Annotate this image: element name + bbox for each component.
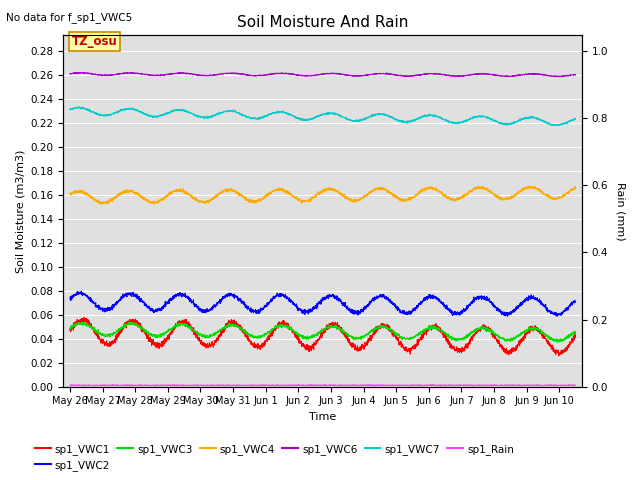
sp1_VWC7 bbox=[260, 113, 268, 119]
sp1_VWC4 bbox=[572, 185, 579, 191]
sp1_VWC4 bbox=[124, 187, 132, 192]
sp1_VWC4 bbox=[66, 190, 74, 196]
sp1_VWC4 bbox=[282, 188, 290, 194]
sp1_VWC3 bbox=[508, 337, 515, 343]
Y-axis label: Soil Moisture (m3/m3): Soil Moisture (m3/m3) bbox=[15, 149, 25, 273]
sp1_VWC6 bbox=[551, 74, 559, 80]
sp1_VWC7 bbox=[282, 110, 290, 116]
sp1_Rain bbox=[66, 383, 74, 388]
sp1_VWC4 bbox=[97, 201, 105, 207]
sp1_VWC1 bbox=[66, 326, 74, 332]
sp1_VWC3 bbox=[282, 322, 290, 328]
Line: sp1_VWC6: sp1_VWC6 bbox=[70, 72, 575, 77]
sp1_VWC3 bbox=[562, 336, 570, 342]
Title: Soil Moisture And Rain: Soil Moisture And Rain bbox=[237, 15, 408, 30]
sp1_VWC2 bbox=[508, 312, 515, 317]
sp1_VWC7 bbox=[572, 116, 579, 122]
sp1_VWC7 bbox=[124, 107, 132, 112]
Text: No data for f_sp1_VWC5: No data for f_sp1_VWC5 bbox=[6, 12, 132, 23]
Y-axis label: Rain (mm): Rain (mm) bbox=[615, 181, 625, 240]
sp1_VWC1 bbox=[572, 333, 579, 338]
sp1_VWC7 bbox=[508, 120, 515, 126]
Line: sp1_VWC7: sp1_VWC7 bbox=[70, 107, 575, 126]
sp1_VWC1 bbox=[555, 353, 563, 359]
sp1_VWC7 bbox=[554, 123, 562, 129]
sp1_VWC1 bbox=[81, 314, 88, 320]
sp1_Rain bbox=[508, 383, 515, 388]
sp1_VWC2 bbox=[562, 307, 570, 312]
Line: sp1_VWC4: sp1_VWC4 bbox=[70, 186, 575, 204]
sp1_VWC2 bbox=[154, 308, 162, 314]
sp1_VWC3 bbox=[66, 325, 74, 331]
sp1_VWC2 bbox=[282, 294, 290, 300]
Line: sp1_VWC2: sp1_VWC2 bbox=[70, 291, 575, 316]
sp1_VWC7 bbox=[66, 107, 74, 112]
sp1_VWC1 bbox=[260, 343, 268, 349]
sp1_VWC3 bbox=[554, 339, 562, 345]
sp1_VWC3 bbox=[260, 331, 268, 337]
sp1_Rain bbox=[124, 383, 132, 388]
sp1_VWC6 bbox=[562, 72, 570, 78]
sp1_VWC3 bbox=[127, 319, 134, 325]
sp1_VWC3 bbox=[154, 334, 162, 339]
sp1_VWC7 bbox=[154, 113, 162, 119]
sp1_VWC2 bbox=[77, 288, 85, 294]
sp1_VWC2 bbox=[124, 291, 132, 297]
sp1_VWC1 bbox=[124, 322, 132, 327]
sp1_Rain bbox=[282, 382, 290, 388]
sp1_VWC6 bbox=[66, 71, 74, 77]
sp1_VWC2 bbox=[260, 305, 268, 311]
sp1_VWC1 bbox=[562, 344, 570, 350]
sp1_VWC4 bbox=[508, 195, 515, 201]
sp1_VWC3 bbox=[572, 329, 579, 335]
sp1_VWC6 bbox=[76, 70, 84, 75]
sp1_VWC2 bbox=[554, 313, 561, 319]
sp1_VWC6 bbox=[124, 70, 132, 76]
sp1_Rain bbox=[154, 382, 162, 388]
sp1_VWC1 bbox=[282, 322, 290, 328]
sp1_VWC6 bbox=[572, 72, 579, 78]
sp1_VWC6 bbox=[154, 72, 162, 78]
sp1_Rain bbox=[260, 383, 268, 388]
sp1_Rain bbox=[562, 382, 570, 388]
sp1_VWC7 bbox=[76, 104, 83, 109]
Line: sp1_VWC3: sp1_VWC3 bbox=[70, 322, 575, 342]
sp1_VWC4 bbox=[572, 183, 579, 189]
Line: sp1_VWC1: sp1_VWC1 bbox=[70, 317, 575, 356]
sp1_VWC6 bbox=[282, 70, 290, 76]
sp1_VWC4 bbox=[154, 199, 162, 204]
sp1_Rain bbox=[90, 384, 98, 389]
sp1_VWC4 bbox=[562, 191, 570, 196]
Text: TZ_osu: TZ_osu bbox=[72, 35, 117, 48]
sp1_VWC3 bbox=[124, 321, 131, 327]
Legend: sp1_VWC1, sp1_VWC2, sp1_VWC3, sp1_VWC4, sp1_VWC6, sp1_VWC7, sp1_Rain: sp1_VWC1, sp1_VWC2, sp1_VWC3, sp1_VWC4, … bbox=[31, 439, 518, 475]
Line: sp1_Rain: sp1_Rain bbox=[70, 384, 575, 386]
sp1_VWC6 bbox=[508, 73, 515, 79]
sp1_VWC7 bbox=[562, 120, 570, 126]
sp1_VWC2 bbox=[572, 299, 579, 305]
sp1_VWC1 bbox=[508, 351, 515, 357]
sp1_Rain bbox=[534, 382, 541, 387]
X-axis label: Time: Time bbox=[309, 412, 337, 422]
sp1_VWC1 bbox=[154, 344, 162, 349]
sp1_Rain bbox=[572, 383, 579, 388]
sp1_VWC6 bbox=[260, 72, 268, 78]
sp1_VWC2 bbox=[66, 295, 74, 300]
sp1_VWC4 bbox=[260, 195, 268, 201]
